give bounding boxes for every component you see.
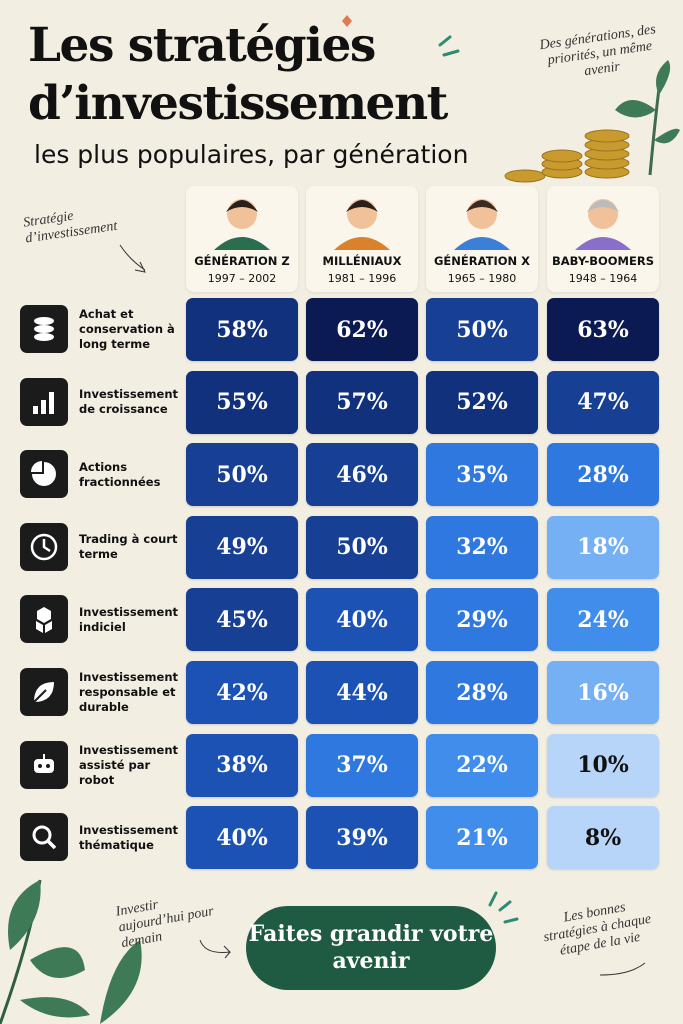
row-label: Trading à court terme xyxy=(79,532,178,562)
column-years: 1981 – 1996 xyxy=(327,272,397,285)
avatar xyxy=(214,199,270,250)
row-icon xyxy=(20,522,68,571)
cell: 50% xyxy=(426,298,538,361)
cell: 49% xyxy=(186,515,298,579)
cell: 40% xyxy=(306,588,418,652)
cell: 40% xyxy=(186,806,298,870)
cell: 8% xyxy=(547,806,659,870)
cell: 29% xyxy=(426,588,538,652)
column-years: 1997 – 2002 xyxy=(207,272,277,285)
cell: 44% xyxy=(306,661,418,724)
cell: 38% xyxy=(186,733,298,797)
row-label: Actions fractionnées xyxy=(79,459,161,489)
cell: 28% xyxy=(547,443,659,507)
row-icon xyxy=(20,450,68,499)
row-label: Investissement responsable et durable xyxy=(79,670,179,714)
row-label: Investissement thématique xyxy=(79,822,179,852)
avatar xyxy=(575,199,631,250)
row-label: Investissement de croissance xyxy=(79,387,179,417)
cell: 10% xyxy=(547,733,659,797)
avatar xyxy=(334,199,390,250)
cell: 58% xyxy=(186,298,298,361)
row-icon xyxy=(20,813,68,862)
avatar xyxy=(454,199,510,250)
title: Les stratégies xyxy=(28,18,376,73)
cell: 57% xyxy=(306,370,418,434)
column-name: GÉNÉRATION X xyxy=(433,254,531,268)
row-icon xyxy=(20,668,68,716)
row-icon xyxy=(20,740,68,789)
cell: 16% xyxy=(547,661,659,724)
cell: 62% xyxy=(306,298,418,361)
cell: 47% xyxy=(547,370,659,434)
column-header: MILLÉNIAUX 1981 – 1996 xyxy=(306,186,418,292)
column-header: GÉNÉRATION Z 1997 – 2002 xyxy=(186,186,298,292)
column-header: BABY-BOOMERS 1948 – 1964 xyxy=(547,186,659,292)
cell: 46% xyxy=(306,443,418,507)
row-icon xyxy=(20,377,68,426)
row-label: Achat et conservation à long terme xyxy=(79,307,175,351)
column-name: GÉNÉRATION Z xyxy=(194,254,290,268)
cell: 63% xyxy=(547,298,659,361)
cell: 35% xyxy=(426,443,538,507)
column-years: 1948 – 1964 xyxy=(568,272,638,285)
column-years: 1965 – 1980 xyxy=(447,272,517,285)
subtitle: les plus populaires, par génération xyxy=(34,140,469,169)
row-icon xyxy=(20,305,68,353)
cell: 28% xyxy=(426,661,538,724)
cell: 32% xyxy=(426,515,538,579)
cell: 55% xyxy=(186,370,298,434)
cell: 39% xyxy=(306,806,418,870)
cell: 50% xyxy=(186,443,298,507)
title: d’investissement xyxy=(28,76,448,131)
cell: 18% xyxy=(547,515,659,579)
cell: 45% xyxy=(186,588,298,652)
column-name: BABY-BOOMERS xyxy=(552,254,654,268)
cell: 22% xyxy=(426,733,538,797)
cell: 50% xyxy=(306,515,418,579)
cta-button[interactable]: Faites grandir votre avenir xyxy=(246,906,496,990)
column-name: MILLÉNIAUX xyxy=(322,254,402,268)
cell: 52% xyxy=(426,370,538,434)
row-label: Investissement indiciel xyxy=(79,604,179,634)
column-header: GÉNÉRATION X 1965 – 1980 xyxy=(426,186,538,292)
cell: 24% xyxy=(547,588,659,652)
cell: 37% xyxy=(306,733,418,797)
row-label: Investissement assisté par robot xyxy=(79,742,179,787)
cell: 21% xyxy=(426,806,538,870)
cell: 42% xyxy=(186,661,298,724)
row-icon xyxy=(20,595,68,644)
